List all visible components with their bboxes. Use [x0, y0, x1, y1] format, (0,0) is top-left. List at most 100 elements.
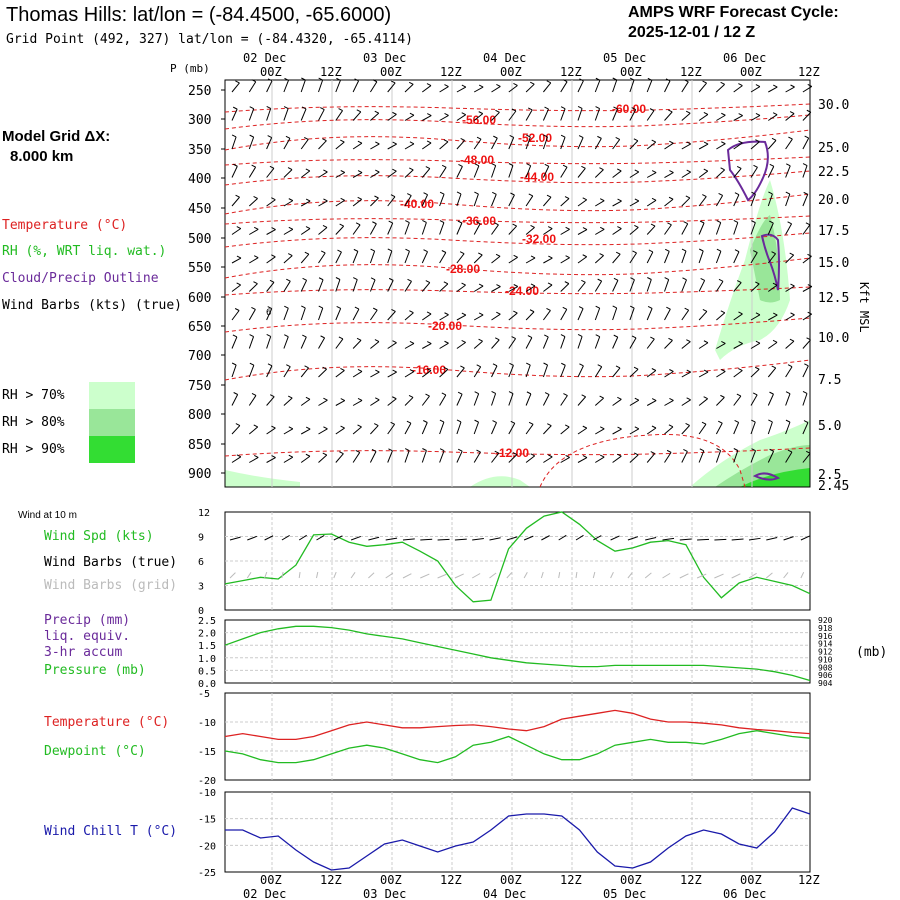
- wind-barb: [456, 451, 463, 463]
- wind-barb: [409, 340, 415, 344]
- wind-barb: [615, 365, 621, 369]
- wind-barb: [473, 223, 481, 235]
- wind-barb: [508, 110, 517, 121]
- wind-barb: [802, 255, 812, 264]
- wind-barb: [599, 253, 604, 256]
- grid-wind-barb: [592, 571, 596, 579]
- wind-barb: [737, 280, 742, 284]
- wind-barb: [473, 393, 480, 406]
- wind-barb: [236, 282, 241, 286]
- wind-barb: [681, 279, 687, 292]
- grid-wind-barb: [696, 573, 707, 579]
- wind-barb: [456, 140, 466, 150]
- wind-barb: [478, 338, 483, 342]
- hour-label-top: 00Z: [620, 65, 642, 79]
- wind-barb: [231, 362, 237, 366]
- wind-barb: [439, 283, 449, 292]
- wind-barb: [617, 426, 622, 430]
- wind-barb: [733, 343, 743, 349]
- wind-barb: [443, 366, 449, 370]
- wind-barb: [527, 335, 533, 339]
- wind-barb: [508, 423, 516, 435]
- wind-barb: [612, 455, 622, 463]
- surface-wind-barb: [264, 535, 274, 541]
- wind-barb: [318, 77, 323, 81]
- wind-barb: [802, 452, 811, 463]
- wind-barb: [491, 163, 496, 166]
- wind-barb: [646, 110, 655, 121]
- wind-barb: [525, 424, 534, 435]
- wind-barb: [335, 308, 342, 321]
- wind-barb: [646, 400, 657, 406]
- wind-barb: [785, 113, 795, 121]
- wind-barb: [335, 225, 345, 235]
- wind-barb: [681, 143, 691, 150]
- wind-barb: [439, 448, 445, 452]
- wind-barb: [629, 337, 637, 349]
- wind-barb: [426, 311, 432, 315]
- wind-barb: [721, 141, 726, 145]
- wind-barb: [352, 251, 359, 264]
- wind-barb: [352, 452, 361, 463]
- wind-barb: [266, 229, 276, 235]
- wind-barb: [650, 451, 655, 455]
- panel-y-tick: 9: [198, 533, 204, 544]
- hour-label-top: 00Z: [380, 65, 402, 79]
- wind-barb: [248, 426, 259, 435]
- wind-barb: [371, 449, 377, 452]
- wind-barb: [543, 228, 553, 235]
- wind-barb: [267, 135, 272, 139]
- wind-barb: [335, 141, 345, 150]
- wind-barb: [720, 394, 725, 398]
- wind-barb: [511, 336, 516, 340]
- wind-barb: [667, 222, 672, 226]
- wind-barb: [664, 142, 674, 150]
- surface-wind-barb: [800, 535, 810, 541]
- series-line: [224, 625, 811, 682]
- wind-barb: [750, 421, 756, 435]
- wind-barb: [530, 81, 535, 85]
- wind-barb: [528, 421, 534, 425]
- wind-barb: [560, 134, 566, 138]
- wind-barb: [734, 249, 740, 253]
- wind-barb: [681, 250, 687, 264]
- hour-label-bottom: 00Z: [740, 873, 762, 887]
- wind-barb: [562, 79, 568, 83]
- wind-barb: [335, 172, 345, 178]
- grid-wind-barb: [679, 573, 689, 579]
- wind-barb: [525, 109, 533, 121]
- wind-barb: [802, 111, 812, 121]
- wind-barb: [738, 311, 743, 315]
- wind-barb: [427, 113, 432, 117]
- cloud-outline: [760, 233, 780, 291]
- wind-barb: [785, 223, 793, 235]
- wind-barb: [715, 195, 724, 207]
- hour-label-top: 12Z: [798, 65, 820, 79]
- wind-barb: [612, 170, 622, 178]
- surface-wind-barb: [385, 537, 398, 541]
- hour-label-top: 00Z: [260, 65, 282, 79]
- wind-barb: [767, 222, 774, 235]
- wind-barb: [768, 284, 778, 292]
- wind-barb: [807, 253, 812, 257]
- wind-barb: [720, 167, 725, 171]
- wind-barb: [544, 106, 549, 110]
- wind-barb: [248, 81, 257, 93]
- hour-label-top: 12Z: [560, 65, 582, 79]
- wind-barb: [754, 366, 760, 370]
- wind-barb: [508, 393, 514, 406]
- wind-barb: [335, 453, 344, 463]
- legend-rh: RH (%, WRT liq. wat.): [2, 244, 167, 259]
- wind-barb: [387, 250, 393, 264]
- wind-barb: [755, 281, 760, 285]
- wind-barb: [577, 308, 584, 321]
- surface-wind-barb: [523, 535, 534, 541]
- hour-label-bottom: 12Z: [440, 873, 462, 887]
- wind-barb: [320, 335, 325, 339]
- wind-barb: [491, 391, 496, 394]
- wind-barb: [685, 195, 691, 199]
- wind-barb: [769, 391, 774, 395]
- wind-barb: [478, 111, 483, 115]
- wind-barb: [353, 277, 358, 280]
- wind-barb: [369, 279, 376, 292]
